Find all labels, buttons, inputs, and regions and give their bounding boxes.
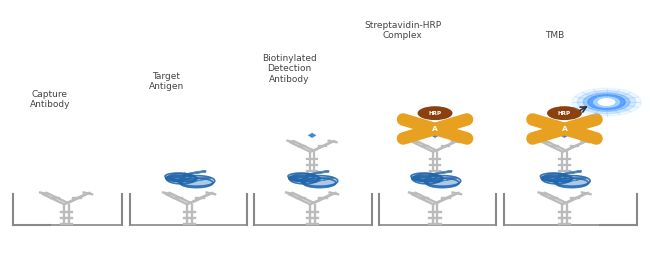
Polygon shape <box>165 173 191 180</box>
Circle shape <box>599 99 615 105</box>
Circle shape <box>577 90 636 114</box>
Polygon shape <box>424 176 461 186</box>
Polygon shape <box>426 178 459 187</box>
Polygon shape <box>411 173 437 180</box>
Polygon shape <box>289 175 320 181</box>
Polygon shape <box>430 132 440 138</box>
Polygon shape <box>166 174 196 184</box>
Polygon shape <box>554 176 590 186</box>
Circle shape <box>588 95 625 109</box>
Text: A: A <box>562 126 567 132</box>
Polygon shape <box>303 178 336 187</box>
Polygon shape <box>541 175 573 181</box>
Polygon shape <box>411 175 443 181</box>
Text: HRP: HRP <box>558 111 571 116</box>
Polygon shape <box>179 176 215 186</box>
Polygon shape <box>560 132 569 138</box>
Text: A: A <box>432 126 438 132</box>
Polygon shape <box>542 174 571 184</box>
Polygon shape <box>413 174 442 184</box>
Polygon shape <box>302 176 338 186</box>
Text: Biotinylated
Detection
Antibody: Biotinylated Detection Antibody <box>262 54 317 84</box>
Circle shape <box>583 93 630 111</box>
Polygon shape <box>288 173 315 180</box>
Circle shape <box>571 88 642 116</box>
Polygon shape <box>307 132 317 138</box>
Polygon shape <box>180 178 213 187</box>
Text: TMB: TMB <box>545 31 564 40</box>
Text: Capture
Antibody: Capture Antibody <box>30 90 70 109</box>
Polygon shape <box>540 173 567 180</box>
Polygon shape <box>166 175 198 181</box>
Text: HRP: HRP <box>428 111 441 116</box>
Text: Target
Antigen: Target Antigen <box>149 72 184 92</box>
Circle shape <box>417 106 452 120</box>
Circle shape <box>547 106 582 120</box>
Circle shape <box>593 97 619 107</box>
Text: Streptavidin-HRP
Complex: Streptavidin-HRP Complex <box>364 21 441 40</box>
Polygon shape <box>289 174 319 184</box>
Polygon shape <box>555 178 588 187</box>
